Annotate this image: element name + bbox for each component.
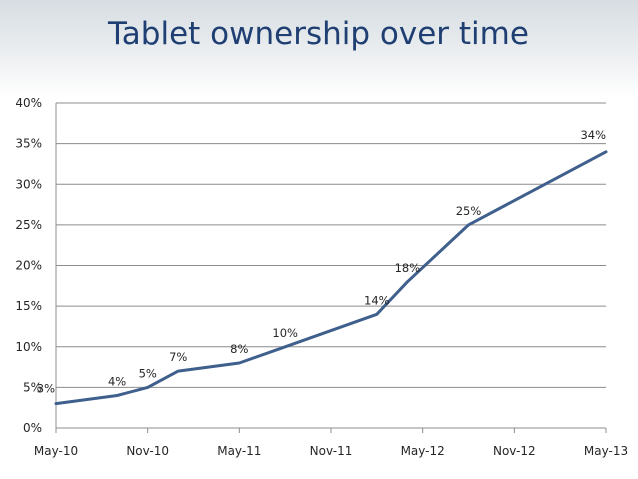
x-tick-label: May-12 [401, 444, 445, 458]
y-tick-label: 10% [15, 340, 42, 354]
x-axis-tick-labels: May-10 Nov-10 May-11 Nov-11 May-12 Nov-12 May-… [34, 444, 628, 458]
data-label: 8% [230, 342, 248, 356]
y-tick-label: 15% [15, 299, 42, 313]
y-tick-label: 25% [15, 218, 42, 232]
x-tick-label: May-11 [217, 444, 261, 458]
data-label: 25% [456, 204, 482, 218]
data-label: 3% [37, 382, 55, 396]
data-label: 7% [169, 350, 187, 364]
x-tick-label: May-13 [584, 444, 628, 458]
data-label: 5% [139, 366, 157, 380]
gridlines [56, 102, 606, 388]
axes [55, 103, 607, 433]
y-axis-tick-labels: 0% 5% 10% 15% 20% 25% 30% 35% 40% [15, 96, 42, 435]
data-label: 10% [272, 326, 298, 340]
slide-background [0, 0, 638, 96]
data-label: 4% [108, 375, 126, 389]
series-line [54, 150, 608, 406]
y-tick-label: 30% [15, 177, 42, 191]
series-layer [54, 150, 608, 406]
data-labels: 3% 4% 5% 7% 8% 10% 14% 18% 25% 34% [37, 128, 606, 396]
page-title: Tablet ownership over time [108, 16, 529, 52]
x-tick-label: Nov-10 [126, 444, 169, 458]
y-tick-label: 20% [15, 259, 42, 273]
y-tick-label: 0% [23, 421, 42, 435]
y-tick-label: 40% [15, 96, 42, 110]
x-tick-label: May-10 [34, 444, 78, 458]
y-tick-label: 5% [23, 380, 42, 394]
data-label: 34% [580, 128, 606, 142]
data-label: 14% [364, 293, 390, 307]
y-tick-label: 35% [15, 137, 42, 151]
data-label: 18% [395, 261, 421, 275]
x-tick-label: Nov-11 [310, 444, 353, 458]
x-tick-label: Nov-12 [493, 444, 536, 458]
